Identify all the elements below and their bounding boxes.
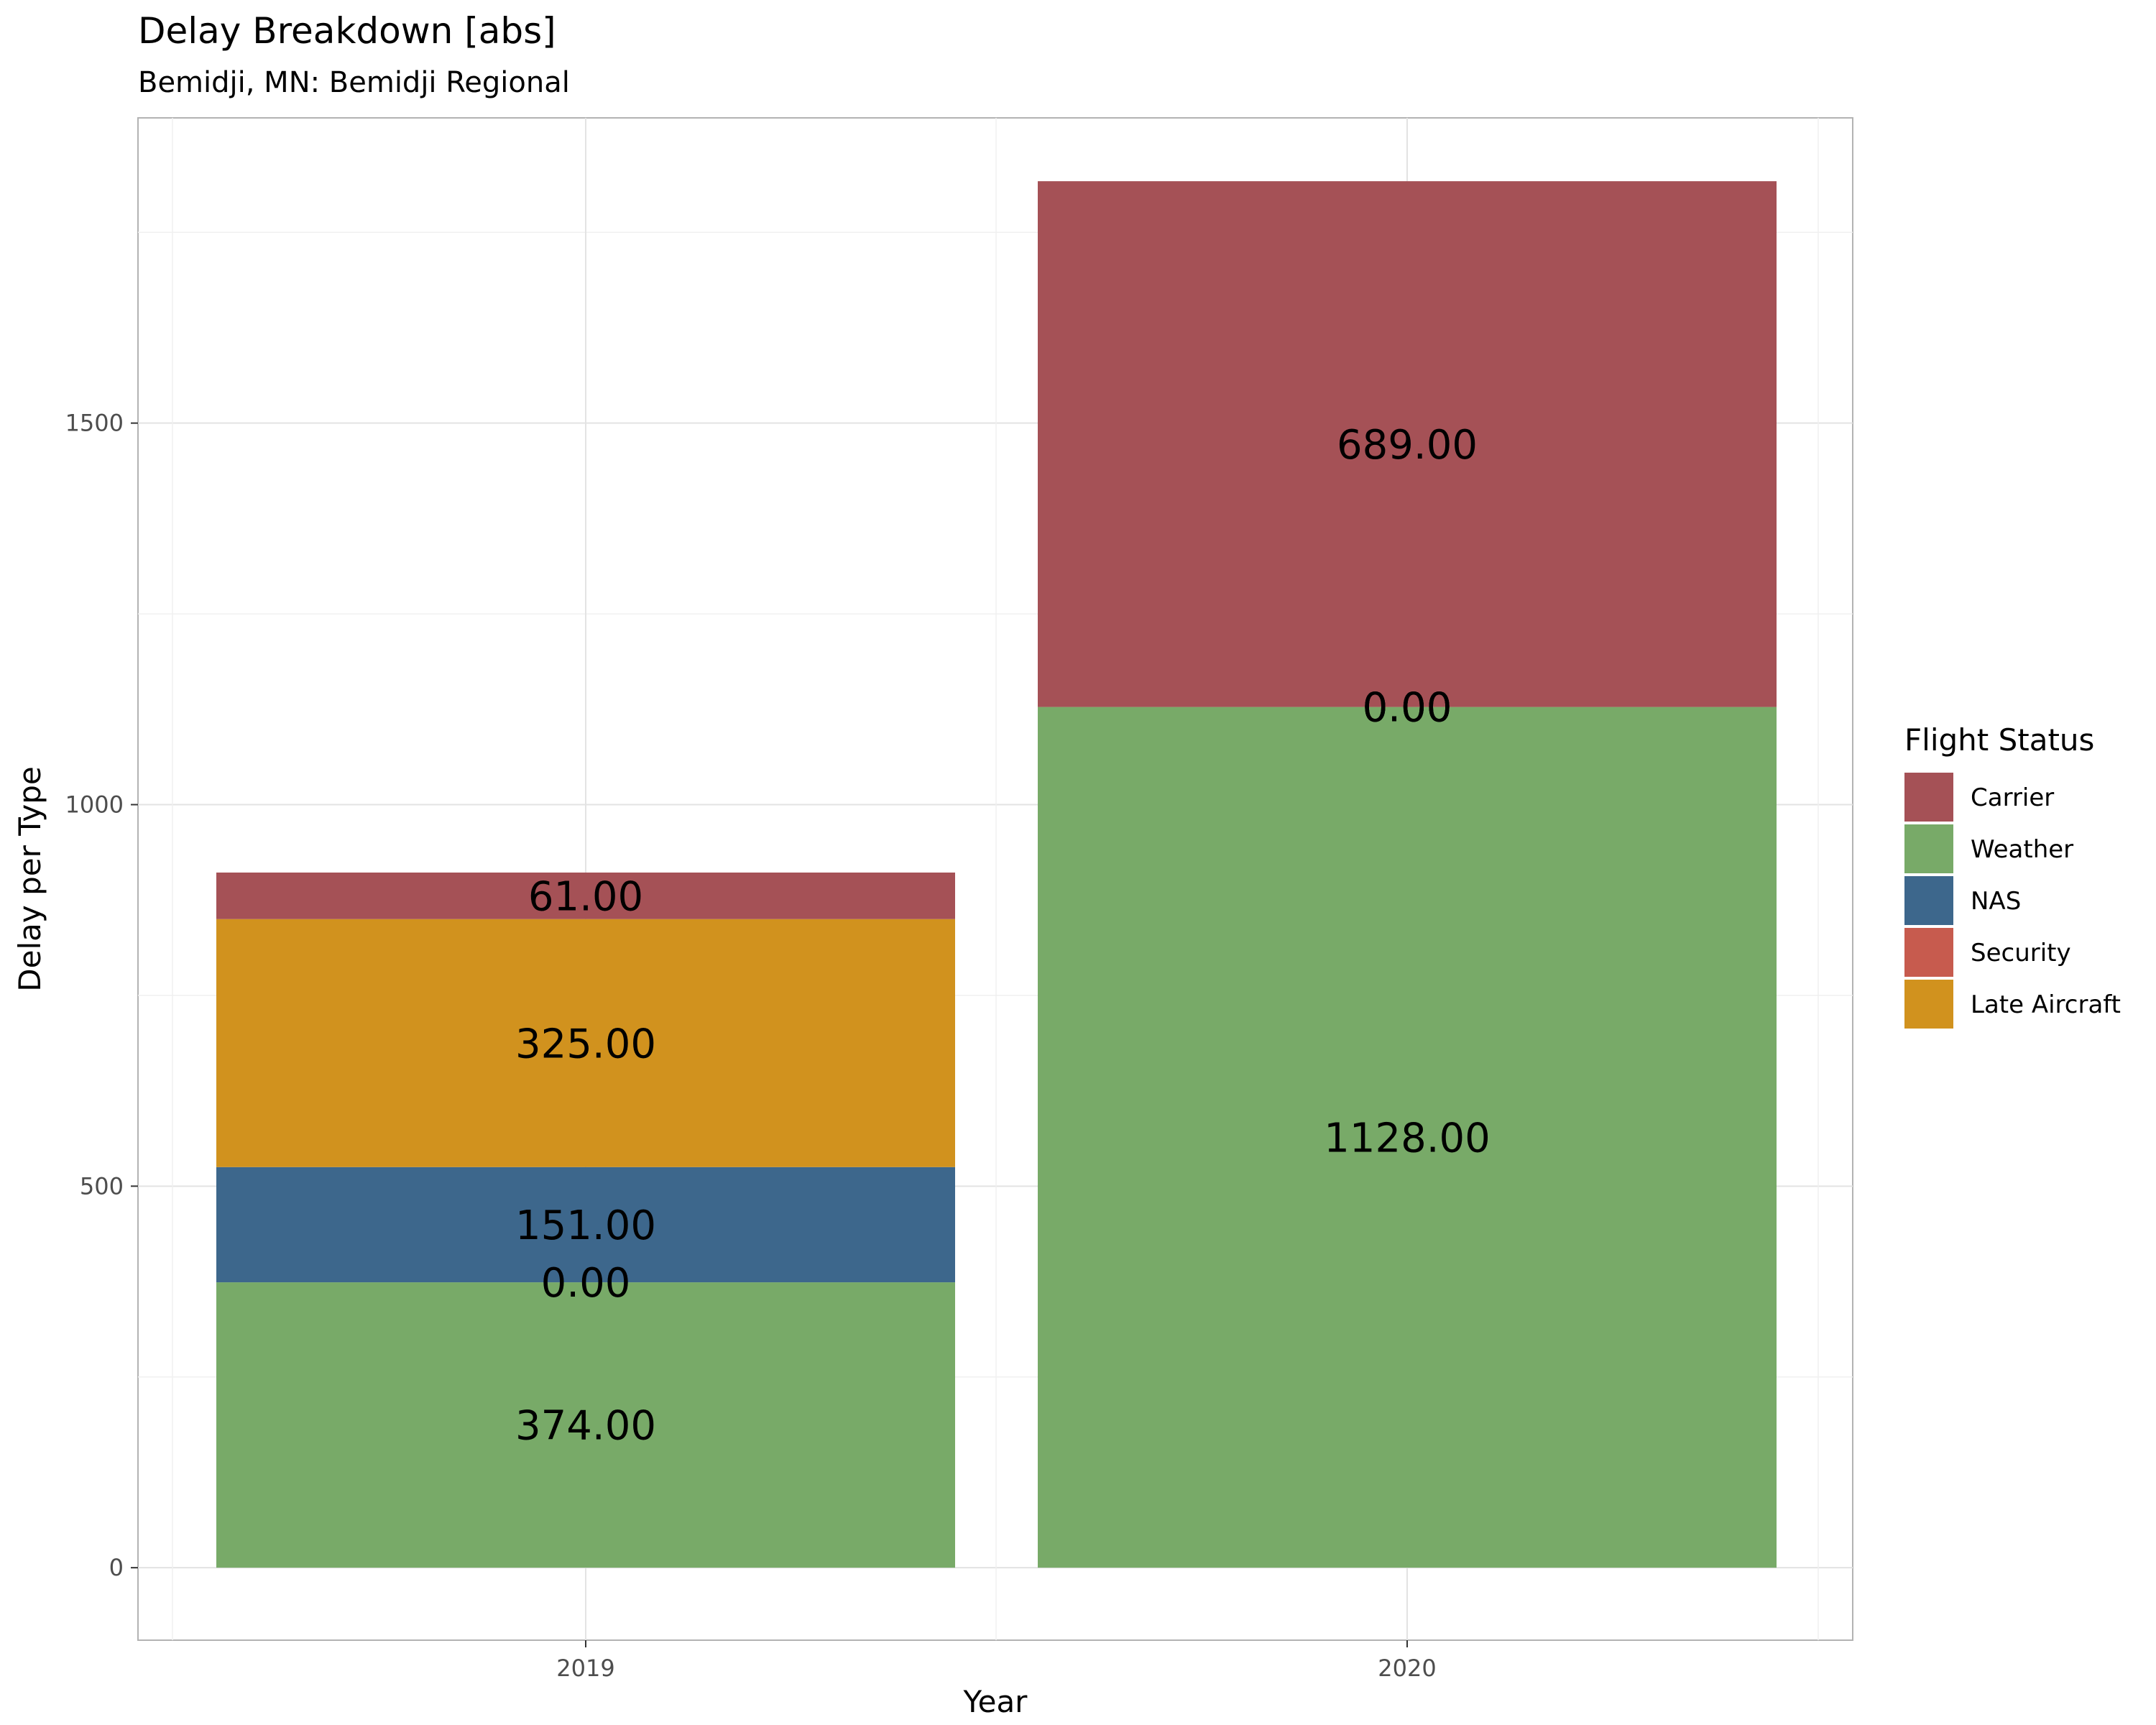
legend-key-security [1904,928,1953,977]
data-label-carrier-2019: 61.00 [528,873,643,920]
data-label-carrier-2020: 689.00 [1337,422,1478,469]
x-axis-ticks: 2019 2020 [556,1640,1437,1682]
data-labels: 374.000.00151.00325.0061.001128.000.000.… [515,422,1491,1450]
y-tick-label: 500 [80,1172,124,1200]
legend-key-late-aircraft [1904,980,1953,1029]
data-label-late-aircraft-2020: 0.00 [1363,685,1452,732]
chart-title: Delay Breakdown [abs] [138,10,556,52]
y-tick-label: 0 [109,1554,124,1581]
x-axis-title: Year [963,1684,1028,1719]
legend-key-nas [1904,876,1953,925]
data-label-security-2019: 0.00 [541,1260,631,1307]
legend-label-late-aircraft: Late Aircraft [1971,990,2121,1019]
legend-label-weather: Weather [1971,835,2073,864]
data-label-weather-2019: 374.00 [515,1403,656,1450]
legend-label-carrier: Carrier [1971,783,2054,812]
legend-key-weather [1904,824,1953,873]
data-label-nas-2019: 151.00 [515,1202,656,1249]
y-tick-label: 1000 [65,791,124,818]
data-label-nas-2020: 0.00 [1363,685,1452,732]
bar-late-aircraft-2019 [216,919,955,1167]
legend-title: Flight Status [1904,722,2094,758]
legend: Flight Status Carrier Weather NAS Security L… [1904,722,2121,1029]
y-tick-label: 1500 [65,410,124,437]
x-tick-label: 2019 [556,1655,614,1682]
legend-key-carrier [1904,773,1953,822]
bar-weather-2020 [1038,707,1777,1568]
bar-carrier-2019 [216,872,955,919]
bar-carrier-2020 [1038,181,1777,707]
bars [216,181,1777,1568]
chart-subtitle: Bemidji, MN: Bemidji Regional [138,66,570,99]
legend-label-security: Security [1971,939,2071,967]
bar-nas-2019 [216,1167,955,1283]
y-axis-ticks: 0 500 1000 1500 [65,410,138,1581]
x-tick-label: 2020 [1378,1655,1436,1682]
data-label-late-aircraft-2019: 325.00 [515,1021,656,1067]
legend-label-nas: NAS [1971,887,2021,916]
y-axis-title: Delay per Type [12,766,47,991]
data-label-security-2020: 0.00 [1363,685,1452,732]
data-label-weather-2020: 1128.00 [1324,1115,1491,1162]
bar-weather-2019 [216,1282,955,1568]
